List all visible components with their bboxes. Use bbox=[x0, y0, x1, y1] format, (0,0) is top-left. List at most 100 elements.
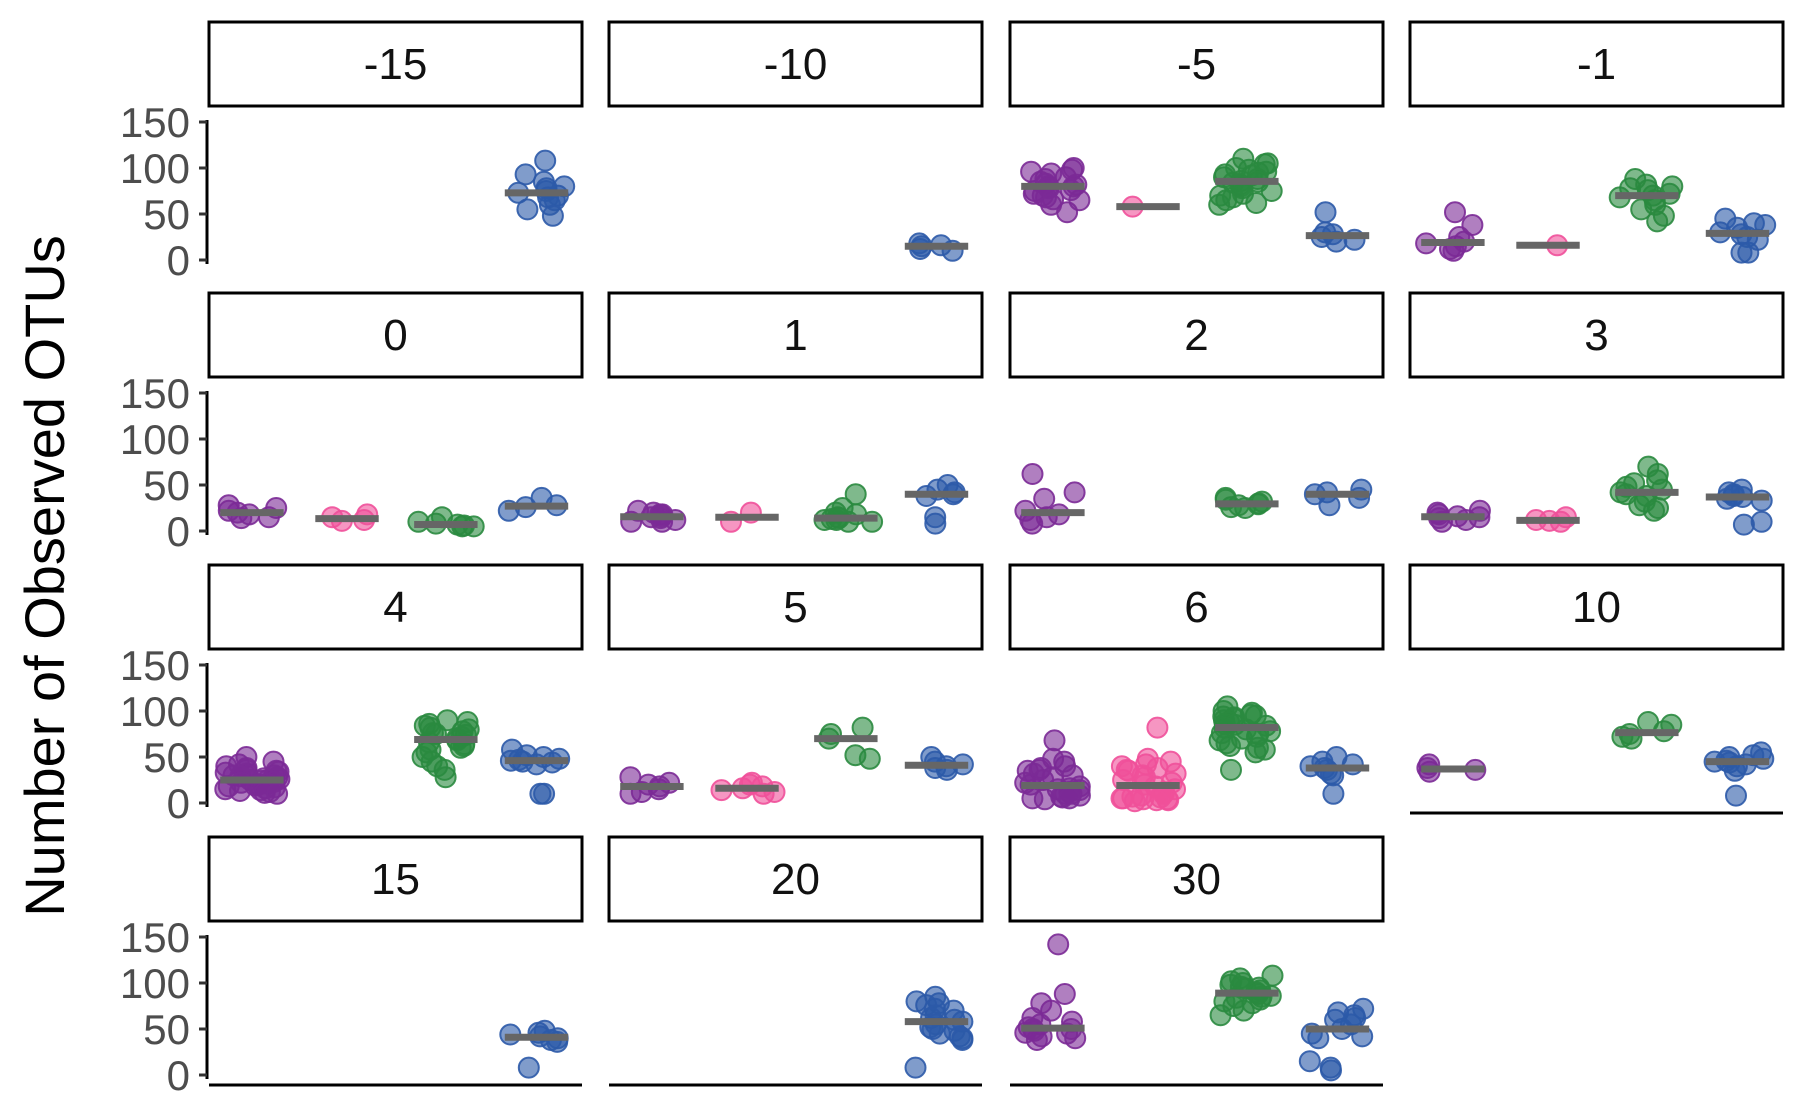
data-point bbox=[516, 198, 539, 221]
data-point bbox=[1314, 201, 1337, 224]
facet-strip bbox=[1408, 20, 1785, 108]
facet-panel-20: 20 bbox=[607, 835, 984, 1087]
facet-panel-30: 30 bbox=[1008, 835, 1385, 1087]
data-point bbox=[951, 1029, 974, 1051]
facet-strip bbox=[1008, 835, 1385, 923]
data-point bbox=[266, 782, 289, 805]
data-point bbox=[529, 782, 552, 805]
y-tick-label: 100 bbox=[120, 145, 190, 192]
y-tick-label: 50 bbox=[143, 191, 190, 238]
facet-strip-label: 15 bbox=[371, 855, 420, 904]
data-point bbox=[1063, 481, 1086, 504]
facet-panel--5: -5 bbox=[1008, 20, 1385, 253]
facet-strip bbox=[607, 835, 984, 923]
facet-strip-label: 20 bbox=[771, 855, 820, 904]
y-tick-label: 150 bbox=[120, 99, 190, 146]
facet-strip-label: -5 bbox=[1177, 40, 1216, 89]
data-point bbox=[1646, 210, 1669, 233]
facet-strip bbox=[1008, 563, 1385, 651]
data-point bbox=[1209, 1004, 1232, 1027]
y-tick-label: 0 bbox=[167, 780, 190, 827]
facet-panel-2: 2 bbox=[1008, 291, 1385, 535]
data-point bbox=[1732, 513, 1755, 536]
data-point bbox=[1298, 1050, 1321, 1073]
data-point bbox=[1750, 510, 1773, 533]
facet-strip-label: 5 bbox=[783, 583, 807, 632]
data-point bbox=[1318, 494, 1341, 517]
data-point bbox=[1056, 201, 1079, 224]
facet-strip-label: 0 bbox=[383, 311, 407, 360]
y-tick-label: 150 bbox=[120, 642, 190, 689]
y-tick-label: 50 bbox=[143, 1006, 190, 1053]
facet-strip bbox=[607, 20, 984, 108]
facet-strip bbox=[607, 563, 984, 651]
data-point bbox=[1208, 193, 1231, 216]
data-point bbox=[1043, 729, 1066, 752]
data-point bbox=[1244, 741, 1267, 764]
facet-strip-label: 2 bbox=[1184, 311, 1208, 360]
data-point bbox=[1145, 789, 1168, 812]
y-tick-label: 50 bbox=[143, 734, 190, 781]
data-point bbox=[1737, 241, 1760, 264]
data-point bbox=[928, 1022, 951, 1045]
facet-strip-label: 1 bbox=[783, 311, 807, 360]
data-point bbox=[1220, 758, 1242, 781]
data-point bbox=[517, 1056, 540, 1079]
facet-strip bbox=[607, 291, 984, 379]
y-tick-label: 150 bbox=[120, 370, 190, 417]
facet-strip-label: 30 bbox=[1172, 855, 1221, 904]
data-point bbox=[1320, 1059, 1342, 1082]
facet-panel--1: -1 bbox=[1408, 20, 1785, 264]
data-point bbox=[1123, 790, 1146, 813]
data-point bbox=[1643, 499, 1665, 522]
facet-panel-3: 3 bbox=[1408, 291, 1785, 536]
data-point bbox=[904, 1056, 927, 1079]
facet-strip bbox=[207, 835, 584, 923]
data-point bbox=[1232, 999, 1255, 1022]
facet-panel-6: 6 bbox=[1008, 563, 1385, 813]
data-point bbox=[1058, 787, 1081, 810]
y-axis-title: Number of Observed OTUs bbox=[13, 235, 76, 917]
facet-strip-label: 6 bbox=[1184, 583, 1208, 632]
facet-strip bbox=[207, 20, 584, 108]
data-point bbox=[1630, 198, 1653, 221]
facet-panel-5: 5 bbox=[607, 563, 984, 805]
data-point bbox=[1047, 933, 1070, 956]
facet-strip-label: 4 bbox=[383, 583, 407, 632]
y-tick-label: 0 bbox=[167, 237, 190, 284]
facet-strip-label: -15 bbox=[364, 40, 428, 89]
data-point bbox=[1245, 192, 1268, 214]
data-point bbox=[1725, 784, 1747, 807]
facet-panel-1: 1 bbox=[607, 291, 984, 535]
y-tick-label: 0 bbox=[167, 508, 190, 555]
data-point bbox=[514, 163, 537, 186]
data-point bbox=[229, 780, 251, 802]
facet-strip-label: 10 bbox=[1572, 583, 1621, 632]
data-point bbox=[1444, 201, 1466, 224]
data-point bbox=[1146, 716, 1169, 739]
data-point bbox=[1033, 487, 1056, 510]
data-point bbox=[534, 149, 557, 172]
facet-strip-label: 3 bbox=[1584, 311, 1608, 360]
facet-strip bbox=[207, 563, 584, 651]
data-point bbox=[858, 747, 881, 770]
y-tick-label: 100 bbox=[120, 688, 190, 735]
facet-panel--10: -10 bbox=[607, 20, 984, 262]
facet-strip bbox=[1408, 563, 1785, 651]
y-tick-label: 150 bbox=[120, 914, 190, 961]
data-point bbox=[1025, 1029, 1048, 1051]
facet-strip bbox=[207, 291, 584, 379]
y-tick-label: 100 bbox=[120, 416, 190, 463]
facet-panel-10: 10 bbox=[1408, 563, 1785, 815]
y-tick-label: 0 bbox=[167, 1052, 190, 1099]
data-point bbox=[1219, 735, 1241, 757]
y-tick-label: 50 bbox=[143, 462, 190, 509]
facet-strip bbox=[1008, 291, 1385, 379]
facet-strip bbox=[1408, 291, 1785, 379]
data-point bbox=[1053, 983, 1076, 1005]
